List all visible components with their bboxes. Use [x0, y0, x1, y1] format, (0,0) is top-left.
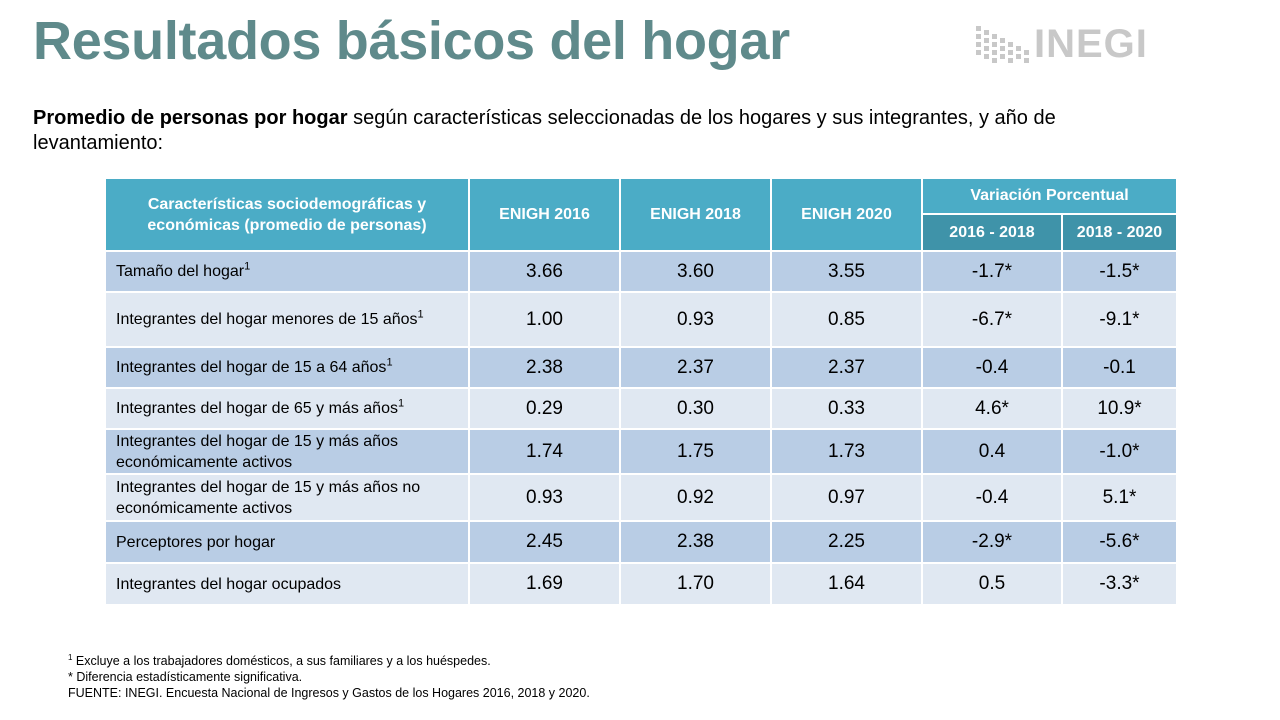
inegi-dots-logo-icon — [976, 26, 1029, 63]
footnote-significance: * Diferencia estadísticamente significat… — [68, 670, 303, 685]
footnote-source: FUENTE: INEGI. Encuesta Nacional de Ingr… — [68, 686, 590, 701]
row-label: Integrantes del hogar menores de 15 años… — [104, 291, 470, 348]
cell-2018: 0.30 — [619, 387, 772, 430]
table-row: Tamaño del hogar1 3.66 3.60 3.55 -1.7* -… — [104, 250, 1178, 293]
cell-var-2016-2018: -0.4 — [921, 473, 1063, 522]
cell-var-2016-2018: -6.7* — [921, 291, 1063, 348]
cell-2018: 3.60 — [619, 250, 772, 293]
cell-2016: 1.69 — [468, 562, 621, 606]
cell-2018: 1.70 — [619, 562, 772, 606]
cell-var-2016-2018: 0.4 — [921, 428, 1063, 475]
cell-2016: 2.45 — [468, 520, 621, 564]
table-row: Integrantes del hogar de 15 y más años e… — [104, 428, 1178, 475]
cell-2018: 2.38 — [619, 520, 772, 564]
footnote-exclusion: 1 Excluye a los trabajadores domésticos,… — [68, 653, 491, 669]
cell-2018: 0.92 — [619, 473, 772, 522]
cell-2016: 0.29 — [468, 387, 621, 430]
table-row: Integrantes del hogar menores de 15 años… — [104, 291, 1178, 348]
row-label: Perceptores por hogar — [104, 520, 470, 564]
cell-2018: 1.75 — [619, 428, 772, 475]
cell-2016: 1.74 — [468, 428, 621, 475]
header-enigh-2016: ENIGH 2016 — [468, 177, 621, 252]
inegi-logo: INEGI — [976, 24, 1148, 64]
cell-2020: 0.85 — [770, 291, 923, 348]
header-characteristics: Características sociodemográficas y econ… — [104, 177, 470, 252]
cell-2016: 1.00 — [468, 291, 621, 348]
table-description: Promedio de personas por hogar según car… — [33, 106, 1173, 156]
footnotes: 1 Excluye a los trabajadores domésticos,… — [68, 650, 590, 701]
cell-2016: 3.66 — [468, 250, 621, 293]
header-enigh-2020: ENIGH 2020 — [770, 177, 923, 252]
cell-var-2018-2020: -1.0* — [1061, 428, 1178, 475]
cell-2018: 0.93 — [619, 291, 772, 348]
header-var-2018-2020: 2018 - 2020 — [1061, 213, 1178, 252]
results-table: Características sociodemográficas y econ… — [104, 177, 1178, 606]
row-label: Integrantes del hogar de 65 y más años1 — [104, 387, 470, 430]
row-label: Integrantes del hogar ocupados — [104, 562, 470, 606]
table-row: Integrantes del hogar de 15 y más años n… — [104, 473, 1178, 522]
cell-2020: 0.97 — [770, 473, 923, 522]
subtitle-bold: Promedio de personas por hogar — [33, 107, 348, 129]
cell-2020: 2.25 — [770, 520, 923, 564]
cell-2020: 1.73 — [770, 428, 923, 475]
cell-var-2016-2018: 4.6* — [921, 387, 1063, 430]
logo-text: INEGI — [1034, 22, 1148, 66]
cell-2020: 0.33 — [770, 387, 923, 430]
subtitle-rest: según características seleccionadas de l… — [33, 107, 1056, 154]
row-label: Tamaño del hogar1 — [104, 250, 470, 293]
cell-var-2018-2020: 5.1* — [1061, 473, 1178, 522]
table-row: Perceptores por hogar 2.45 2.38 2.25 -2.… — [104, 520, 1178, 564]
cell-2020: 1.64 — [770, 562, 923, 606]
cell-2018: 2.37 — [619, 346, 772, 389]
cell-var-2016-2018: 0.5 — [921, 562, 1063, 606]
cell-2016: 0.93 — [468, 473, 621, 522]
table-body: Tamaño del hogar1 3.66 3.60 3.55 -1.7* -… — [104, 250, 1178, 606]
row-label: Integrantes del hogar de 15 y más años e… — [104, 428, 470, 475]
header-enigh-2018: ENIGH 2018 — [619, 177, 772, 252]
table-row: Integrantes del hogar de 65 y más años1 … — [104, 387, 1178, 430]
cell-var-2018-2020: -1.5* — [1061, 250, 1178, 293]
cell-var-2018-2020: -9.1* — [1061, 291, 1178, 348]
table-row: Integrantes del hogar de 15 a 64 años1 2… — [104, 346, 1178, 389]
cell-var-2016-2018: -1.7* — [921, 250, 1063, 293]
page-title: Resultados básicos del hogar — [33, 11, 790, 71]
row-label: Integrantes del hogar de 15 a 64 años1 — [104, 346, 470, 389]
cell-var-2016-2018: -2.9* — [921, 520, 1063, 564]
header-var-2016-2018: 2016 - 2018 — [921, 213, 1063, 252]
table-row: Integrantes del hogar ocupados 1.69 1.70… — [104, 562, 1178, 606]
cell-var-2018-2020: -5.6* — [1061, 520, 1178, 564]
cell-2016: 2.38 — [468, 346, 621, 389]
cell-var-2018-2020: 10.9* — [1061, 387, 1178, 430]
row-label: Integrantes del hogar de 15 y más años n… — [104, 473, 470, 522]
cell-var-2016-2018: -0.4 — [921, 346, 1063, 389]
cell-var-2018-2020: -3.3* — [1061, 562, 1178, 606]
header-variation: Variación Porcentual — [921, 177, 1178, 215]
cell-var-2018-2020: -0.1 — [1061, 346, 1178, 389]
cell-2020: 2.37 — [770, 346, 923, 389]
cell-2020: 3.55 — [770, 250, 923, 293]
